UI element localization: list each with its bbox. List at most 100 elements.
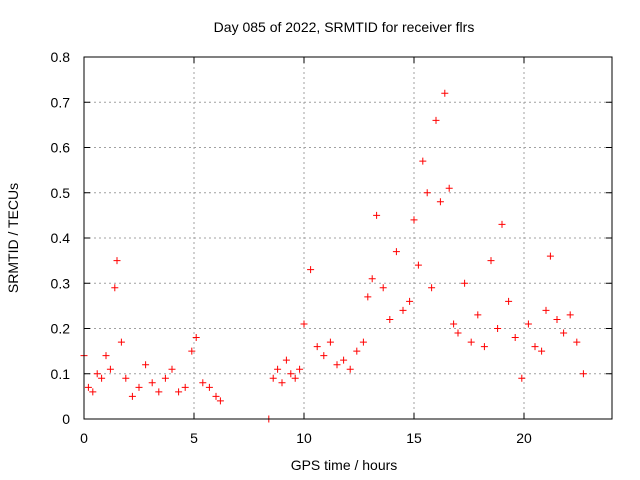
data-point: [287, 370, 295, 378]
data-point: [474, 311, 482, 319]
data-point: [313, 343, 321, 351]
data-point: [300, 320, 308, 328]
data-point: [432, 116, 440, 124]
y-tick-label: 0.6: [51, 140, 71, 156]
data-point: [320, 352, 328, 360]
data-point: [291, 374, 299, 382]
data-point: [546, 252, 554, 260]
x-tick-label: 5: [190, 430, 198, 446]
data-point: [346, 365, 354, 373]
data-point: [274, 365, 282, 373]
data-point: [216, 397, 224, 405]
data-point: [326, 338, 334, 346]
data-point: [399, 306, 407, 314]
x-tick-label: 10: [296, 430, 312, 446]
data-point: [353, 347, 361, 355]
data-point: [379, 284, 387, 292]
data-point: [414, 261, 422, 269]
data-point: [168, 365, 176, 373]
data-point: [212, 392, 220, 400]
data-point: [269, 374, 277, 382]
data-point: [89, 388, 97, 396]
data-point: [106, 365, 114, 373]
data-point: [511, 334, 519, 342]
data-point: [579, 370, 587, 378]
y-tick-label: 0.1: [51, 366, 71, 382]
y-tick-label: 0: [62, 411, 70, 427]
data-point: [441, 89, 449, 97]
x-tick-label: 15: [406, 430, 422, 446]
data-point: [282, 356, 290, 364]
data-point: [161, 374, 169, 382]
y-tick-label: 0.4: [51, 230, 71, 246]
data-point: [445, 184, 453, 192]
y-tick-label: 0.8: [51, 49, 71, 65]
data-point: [278, 379, 286, 387]
y-tick-label: 0.5: [51, 185, 71, 201]
data-point: [307, 266, 315, 274]
data-point: [498, 220, 506, 228]
data-point: [461, 279, 469, 287]
data-point: [494, 325, 502, 332]
data-point: [142, 361, 150, 369]
data-point: [538, 347, 546, 355]
data-point: [553, 315, 561, 323]
data-point: [406, 297, 414, 305]
data-point: [487, 257, 495, 265]
data-point: [467, 338, 475, 346]
data-point: [122, 374, 130, 382]
x-tick-label: 20: [516, 430, 532, 446]
data-point: [524, 320, 532, 328]
data-point: [181, 383, 189, 391]
data-point: [450, 320, 458, 328]
data-point: [566, 311, 574, 319]
y-tick-label: 0.2: [51, 321, 71, 337]
data-point: [364, 293, 372, 301]
data-point: [333, 361, 341, 369]
data-point: [368, 275, 376, 283]
data-point: [428, 284, 436, 292]
y-axis-label: SRMTID / TECUs: [5, 183, 21, 293]
data-point: [135, 383, 143, 391]
y-tick-label: 0.7: [51, 94, 71, 110]
chart-title: Day 085 of 2022, SRMTID for receiver flr…: [214, 19, 475, 35]
grid: [84, 57, 612, 419]
data-point: [188, 347, 196, 355]
y-tick-label: 0.3: [51, 275, 71, 291]
data-point: [454, 329, 462, 337]
data-point: [175, 388, 183, 396]
data-point: [505, 297, 513, 305]
x-tick-label: 0: [80, 430, 88, 446]
data-point: [98, 374, 106, 382]
data-point: [93, 370, 101, 378]
data-point: [148, 379, 156, 387]
data-point: [205, 383, 213, 391]
tick-labels: 0 5 10 15 20 0 0.1 0.2 0.3 0.4 0.5 0.6 0.7 0.8: [51, 49, 532, 446]
data-point: [392, 248, 400, 256]
data-point: [113, 257, 121, 265]
data-point: [373, 211, 381, 219]
data-point: [199, 379, 207, 387]
data-points: [80, 89, 587, 423]
data-point: [359, 338, 367, 346]
data-point: [117, 338, 125, 346]
data-point: [410, 216, 418, 224]
data-point: [436, 198, 444, 206]
data-point: [192, 334, 200, 342]
data-point: [340, 356, 348, 364]
data-point: [102, 352, 110, 360]
data-point: [296, 365, 304, 373]
data-point: [84, 383, 92, 391]
x-axis-label: GPS time / hours: [291, 457, 398, 473]
data-point: [560, 329, 568, 337]
data-point: [542, 306, 550, 314]
data-point: [573, 338, 581, 346]
data-point: [423, 189, 431, 197]
data-point: [531, 343, 539, 351]
data-point: [386, 315, 394, 323]
data-point: [111, 284, 119, 292]
data-point: [480, 343, 488, 351]
plot-area-frame: [83, 56, 613, 420]
